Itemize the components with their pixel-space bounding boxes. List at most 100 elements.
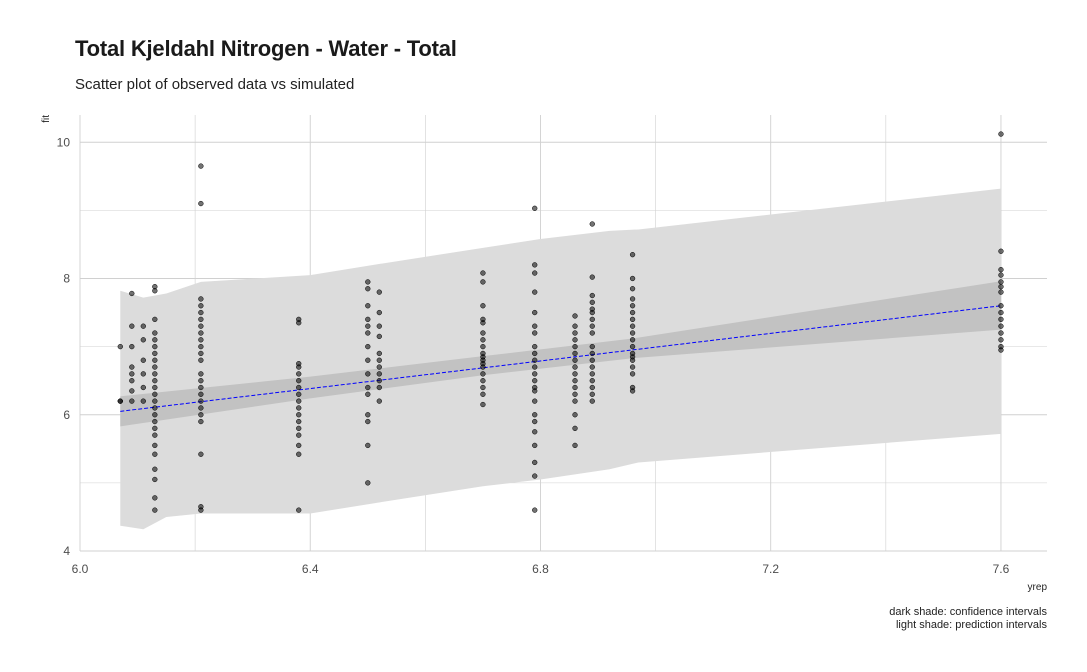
data-point <box>532 371 538 377</box>
y-tick-label: 8 <box>63 272 70 286</box>
data-point <box>365 357 371 363</box>
data-point <box>376 309 382 316</box>
data-point <box>532 388 538 394</box>
data-point <box>998 347 1004 353</box>
data-point <box>629 316 636 323</box>
data-point <box>129 290 135 297</box>
data-point <box>152 364 158 370</box>
data-point <box>629 371 636 377</box>
data-point <box>129 364 135 370</box>
data-point <box>998 131 1004 137</box>
data-point <box>480 364 486 370</box>
data-point <box>572 350 578 357</box>
data-point <box>198 405 204 411</box>
y-axis-label: fit <box>41 115 52 123</box>
data-point <box>572 391 578 397</box>
data-point <box>198 316 204 323</box>
data-point <box>532 357 538 363</box>
data-point <box>152 405 158 411</box>
chart-caption: dark shade: confidence intervals light s… <box>889 606 1047 632</box>
data-point <box>365 330 371 336</box>
data-point <box>365 480 371 486</box>
data-point <box>532 442 538 449</box>
data-point <box>198 418 204 425</box>
data-point <box>532 309 538 316</box>
data-point <box>198 163 204 169</box>
data-point <box>572 384 578 391</box>
fit-line <box>120 305 1002 412</box>
data-point <box>198 412 204 418</box>
data-point <box>152 507 158 513</box>
data-point <box>589 292 595 299</box>
data-point <box>629 337 636 343</box>
data-point <box>296 371 302 377</box>
data-point <box>198 296 204 302</box>
data-point <box>365 442 371 449</box>
data-point <box>365 371 371 377</box>
data-point <box>589 316 595 323</box>
data-point <box>532 459 538 466</box>
data-point <box>365 316 371 323</box>
x-tick-label: 6.4 <box>302 562 319 576</box>
data-point <box>532 364 538 370</box>
data-point <box>296 384 302 391</box>
data-point <box>629 275 636 282</box>
caption-prediction-note: light shade: prediction intervals <box>895 619 1047 631</box>
data-point <box>152 412 158 418</box>
data-point <box>296 432 302 438</box>
data-point <box>152 451 158 457</box>
data-point <box>572 412 578 418</box>
data-point <box>629 252 636 258</box>
data-point <box>480 320 486 326</box>
data-point <box>296 391 302 397</box>
data-point <box>572 425 578 432</box>
data-point <box>296 398 302 404</box>
data-point <box>532 262 538 268</box>
data-point <box>365 323 371 329</box>
data-point <box>532 378 538 384</box>
data-point <box>376 384 382 391</box>
data-point <box>998 272 1004 278</box>
data-point <box>129 398 135 404</box>
data-point <box>589 357 595 363</box>
data-point <box>140 357 146 363</box>
data-point <box>572 337 578 343</box>
data-point <box>376 323 382 329</box>
data-point <box>589 350 595 357</box>
x-tick-label: 6.0 <box>72 562 89 576</box>
data-point <box>198 378 204 384</box>
data-point <box>629 323 636 329</box>
data-point <box>152 418 158 425</box>
data-point <box>629 286 636 292</box>
data-point <box>198 323 204 329</box>
data-point <box>152 466 158 472</box>
data-point <box>198 303 204 309</box>
data-point <box>198 343 204 350</box>
data-point <box>629 309 636 316</box>
data-point <box>365 412 371 418</box>
data-point <box>532 270 538 276</box>
data-point <box>480 401 486 408</box>
data-point <box>376 364 382 370</box>
data-point <box>998 303 1004 309</box>
data-point <box>129 323 135 329</box>
data-point <box>629 296 636 302</box>
data-point <box>532 205 538 211</box>
data-point <box>152 371 158 377</box>
data-point <box>198 357 204 363</box>
data-point <box>198 451 204 457</box>
data-point <box>480 337 486 343</box>
y-tick-label: 6 <box>63 408 70 422</box>
data-point <box>480 343 486 350</box>
data-point <box>629 364 636 370</box>
data-point <box>532 398 538 404</box>
data-point <box>152 378 158 384</box>
data-point <box>589 221 595 227</box>
data-point <box>589 391 595 397</box>
chart-title: Total Kjeldahl Nitrogen - Water - Total <box>75 36 457 61</box>
data-point <box>376 289 382 295</box>
data-point <box>572 378 578 384</box>
data-point <box>998 284 1004 290</box>
interval-bands <box>120 188 1001 530</box>
data-point <box>129 343 135 350</box>
